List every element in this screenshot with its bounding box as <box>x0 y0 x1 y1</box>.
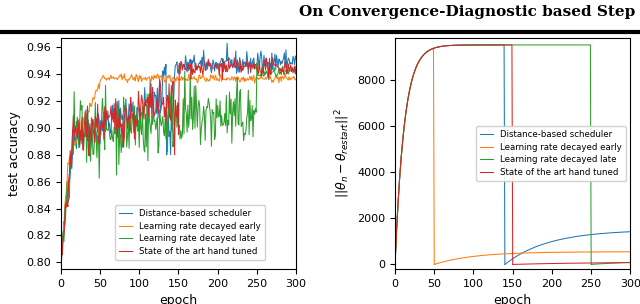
State of the art hand tuned <box>449 43 456 47</box>
Legend: Distance-based scheduler, Learning rate decayed early, Learning rate decayed lat: Distance-based scheduler, Learning rate … <box>476 126 626 181</box>
Line: Distance-based scheduler: Distance-based scheduler <box>61 43 296 262</box>
State of the art hand tuned <box>276 69 284 72</box>
Learning rate decayed late <box>509 43 517 47</box>
Learning rate decayed early <box>292 78 300 82</box>
Learning rate decayed early <box>403 105 411 108</box>
Distance-based scheduler <box>487 43 495 47</box>
Learning rate decayed late <box>481 43 488 47</box>
Distance-based scheduler <box>152 93 159 97</box>
Learning rate decayed early <box>160 74 168 78</box>
Distance-based scheduler <box>223 41 231 45</box>
State of the art hand tuned <box>463 43 470 47</box>
Learning rate decayed late <box>468 43 476 47</box>
Distance-based scheduler <box>256 56 264 59</box>
Learning rate decayed early <box>431 263 438 266</box>
Distance-based scheduler <box>484 43 492 47</box>
State of the art hand tuned <box>269 56 276 60</box>
Learning rate decayed early <box>417 56 425 60</box>
State of the art hand tuned <box>57 261 65 264</box>
Y-axis label: $||\theta_n - \theta_{restart}||^2$: $||\theta_n - \theta_{restart}||^2$ <box>333 109 351 199</box>
State of the art hand tuned <box>474 43 481 47</box>
Distance-based scheduler <box>276 59 284 62</box>
State of the art hand tuned <box>433 46 440 49</box>
Learning rate decayed late <box>152 128 159 132</box>
Line: Learning rate decayed early: Learning rate decayed early <box>395 48 435 264</box>
Learning rate decayed late <box>588 263 595 266</box>
State of the art hand tuned <box>242 64 250 68</box>
Distance-based scheduler <box>160 76 168 80</box>
Learning rate decayed late <box>57 261 65 264</box>
Learning rate decayed early <box>57 261 65 264</box>
Line: Learning rate decayed late: Learning rate decayed late <box>61 63 296 262</box>
Learning rate decayed late <box>508 43 515 47</box>
Line: Learning rate decayed late: Learning rate decayed late <box>395 45 591 264</box>
Distance-based scheduler <box>397 154 405 158</box>
Distance-based scheduler <box>495 43 503 47</box>
Learning rate decayed late <box>253 61 260 65</box>
Learning rate decayed early <box>276 76 284 80</box>
State of the art hand tuned <box>508 43 516 47</box>
Learning rate decayed early <box>219 75 227 79</box>
Learning rate decayed late <box>276 72 284 76</box>
Learning rate decayed early <box>199 70 207 74</box>
Learning rate decayed early <box>243 78 251 81</box>
Learning rate decayed late <box>160 130 168 133</box>
Distance-based scheduler <box>391 263 399 266</box>
Learning rate decayed early <box>256 77 264 81</box>
Learning rate decayed late <box>242 129 250 133</box>
Learning rate decayed late <box>524 43 531 47</box>
X-axis label: epoch: epoch <box>159 294 198 304</box>
State of the art hand tuned <box>391 263 399 266</box>
Learning rate decayed late <box>391 263 399 266</box>
Distance-based scheduler <box>428 47 435 51</box>
State of the art hand tuned <box>255 59 263 63</box>
State of the art hand tuned <box>506 43 514 47</box>
Line: Learning rate decayed early: Learning rate decayed early <box>61 72 296 262</box>
Distance-based scheduler <box>57 261 65 264</box>
Distance-based scheduler <box>501 263 509 266</box>
Learning rate decayed late <box>539 43 547 47</box>
Learning rate decayed early <box>404 99 412 103</box>
State of the art hand tuned <box>466 43 474 47</box>
State of the art hand tuned <box>292 64 300 67</box>
Line: State of the art hand tuned: State of the art hand tuned <box>395 45 513 264</box>
Learning rate decayed early <box>429 47 436 50</box>
Learning rate decayed late <box>586 43 594 47</box>
Learning rate decayed late <box>256 73 264 77</box>
Learning rate decayed late <box>218 114 225 117</box>
X-axis label: epoch: epoch <box>493 294 532 304</box>
Learning rate decayed early <box>152 74 159 78</box>
State of the art hand tuned <box>160 95 168 99</box>
Learning rate decayed early <box>419 54 427 57</box>
Learning rate decayed early <box>429 47 437 50</box>
Distance-based scheduler <box>218 57 225 60</box>
State of the art hand tuned <box>152 109 159 113</box>
Legend: Distance-based scheduler, Learning rate decayed early, Learning rate decayed lat: Distance-based scheduler, Learning rate … <box>115 205 266 260</box>
Learning rate decayed early <box>391 263 399 266</box>
Distance-based scheduler <box>243 50 251 53</box>
Distance-based scheduler <box>292 57 300 61</box>
State of the art hand tuned <box>509 263 516 266</box>
Distance-based scheduler <box>500 43 508 47</box>
Line: Distance-based scheduler: Distance-based scheduler <box>395 45 505 264</box>
Learning rate decayed late <box>292 71 300 74</box>
Line: State of the art hand tuned: State of the art hand tuned <box>61 58 296 262</box>
State of the art hand tuned <box>218 62 225 65</box>
Y-axis label: test accuracy: test accuracy <box>8 111 20 196</box>
Text: On Convergence-Diagnostic based Step: On Convergence-Diagnostic based Step <box>299 5 636 19</box>
Distance-based scheduler <box>392 245 399 248</box>
Learning rate decayed early <box>400 129 408 133</box>
